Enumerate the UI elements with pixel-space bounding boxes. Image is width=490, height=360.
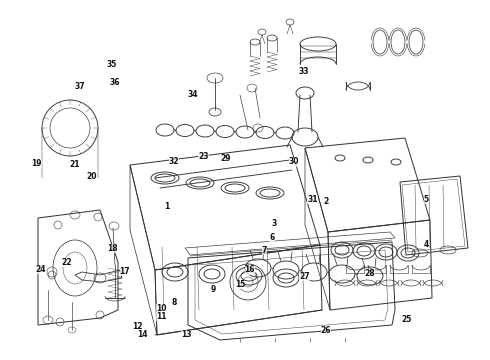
- Text: 18: 18: [107, 244, 118, 253]
- Text: 1: 1: [164, 202, 169, 211]
- Text: 30: 30: [289, 158, 299, 166]
- Text: 19: 19: [31, 159, 42, 168]
- Text: 33: 33: [298, 68, 309, 77]
- Text: 14: 14: [137, 330, 147, 339]
- Text: 8: 8: [172, 298, 176, 307]
- Text: 2: 2: [323, 197, 328, 206]
- Text: 10: 10: [156, 304, 167, 313]
- Text: 17: 17: [120, 267, 130, 276]
- Text: 16: 16: [245, 266, 255, 274]
- Text: 20: 20: [87, 172, 98, 181]
- Text: 26: 26: [320, 326, 331, 335]
- Text: 12: 12: [132, 323, 143, 331]
- Text: 5: 5: [424, 195, 429, 204]
- Text: 31: 31: [307, 195, 318, 204]
- Text: 27: 27: [299, 272, 310, 281]
- Text: 7: 7: [262, 246, 267, 255]
- Text: 28: 28: [365, 269, 375, 278]
- Text: 25: 25: [401, 315, 412, 324]
- Text: 4: 4: [424, 240, 429, 249]
- Text: 35: 35: [106, 59, 117, 68]
- Text: 9: 9: [211, 285, 216, 294]
- Text: 37: 37: [74, 82, 85, 91]
- Text: 13: 13: [181, 330, 192, 339]
- Text: 11: 11: [156, 311, 167, 320]
- Text: 21: 21: [70, 161, 80, 169]
- Text: 22: 22: [61, 258, 72, 266]
- Text: 15: 15: [235, 280, 245, 289]
- Text: 23: 23: [198, 152, 209, 161]
- Text: 24: 24: [35, 265, 46, 274]
- Text: 6: 6: [270, 233, 274, 242]
- Text: 34: 34: [187, 90, 198, 99]
- Text: 36: 36: [110, 77, 121, 86]
- Text: 32: 32: [169, 157, 179, 166]
- Text: 29: 29: [220, 154, 231, 163]
- Text: 3: 3: [272, 219, 277, 228]
